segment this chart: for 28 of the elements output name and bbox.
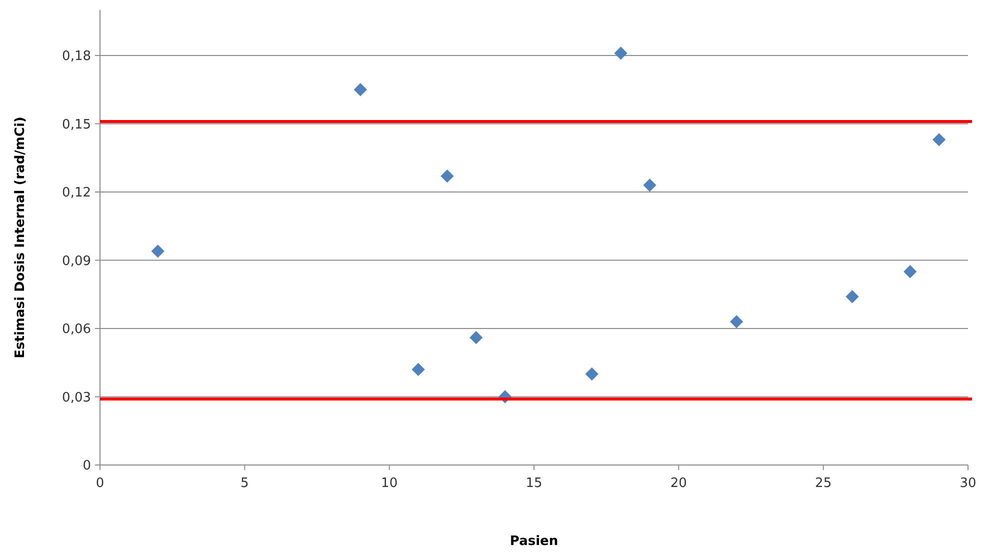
y-tick-label: 0 <box>82 458 91 474</box>
point <box>412 362 425 376</box>
y-tick-label: 0,06 <box>62 322 91 338</box>
x-tick-label: 0 <box>96 476 104 491</box>
point <box>846 290 859 304</box>
y-tick-label: 0,03 <box>62 390 91 406</box>
y-tick-label: 0,12 <box>62 186 91 201</box>
y-tick-label: 0,15 <box>62 117 91 132</box>
point <box>151 244 164 258</box>
point <box>585 367 598 381</box>
x-axis-title: Pasien <box>510 534 558 549</box>
x-tick-label: 30 <box>960 476 976 491</box>
point <box>614 46 628 60</box>
x-tick-label: 15 <box>526 476 542 491</box>
x-tick-label: 25 <box>815 476 832 491</box>
point <box>354 83 367 96</box>
point <box>904 265 917 278</box>
point <box>932 133 946 146</box>
y-tick-label: 0,09 <box>62 254 91 269</box>
y-tick-label: 0,18 <box>62 49 91 64</box>
point <box>440 170 454 183</box>
point <box>470 331 483 344</box>
y-axis-title: Estimasi Dosis Internal (rad/mCi) <box>13 116 28 358</box>
x-tick-label: 20 <box>670 476 687 491</box>
point <box>643 178 656 192</box>
point <box>730 315 744 328</box>
x-tick-label: 10 <box>381 476 398 491</box>
x-tick-label: 5 <box>240 476 249 491</box>
